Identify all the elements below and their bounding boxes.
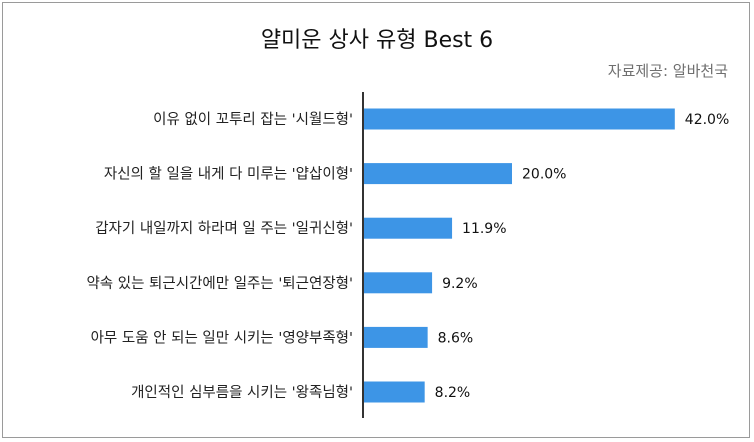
source-credit: 자료제공: 알바천국 xyxy=(607,62,728,80)
category-label: 약속 있는 퇴근시간에만 일주는 '퇴근연장형' xyxy=(86,275,353,292)
bar xyxy=(364,326,428,348)
category-label: 갑자기 내일까지 하라며 일 주는 '일귀신형' xyxy=(95,220,353,237)
bar xyxy=(364,217,453,239)
data-label: 8.2% xyxy=(435,385,471,401)
category-label: 자신의 할 일을 내게 다 미루는 '얍삽이형' xyxy=(104,166,353,183)
chart-title: 얄미운 상사 유형 Best 6 xyxy=(260,28,494,53)
data-label: 42.0% xyxy=(685,112,729,128)
category-label: 개인적인 심부름을 시키는 '왕족님형' xyxy=(131,384,353,401)
bar xyxy=(364,272,433,294)
bar xyxy=(364,163,512,185)
data-label: 8.6% xyxy=(438,330,474,346)
category-label: 이유 없이 꼬투리 잡는 '시월드형' xyxy=(153,111,353,128)
data-label: 11.9% xyxy=(462,221,506,237)
data-label: 9.2% xyxy=(442,276,478,292)
category-label: 아무 도움 안 되는 일만 시키는 '영양부족형' xyxy=(91,329,353,346)
bar xyxy=(364,108,675,130)
data-label: 20.0% xyxy=(522,167,566,183)
bar xyxy=(364,381,425,403)
